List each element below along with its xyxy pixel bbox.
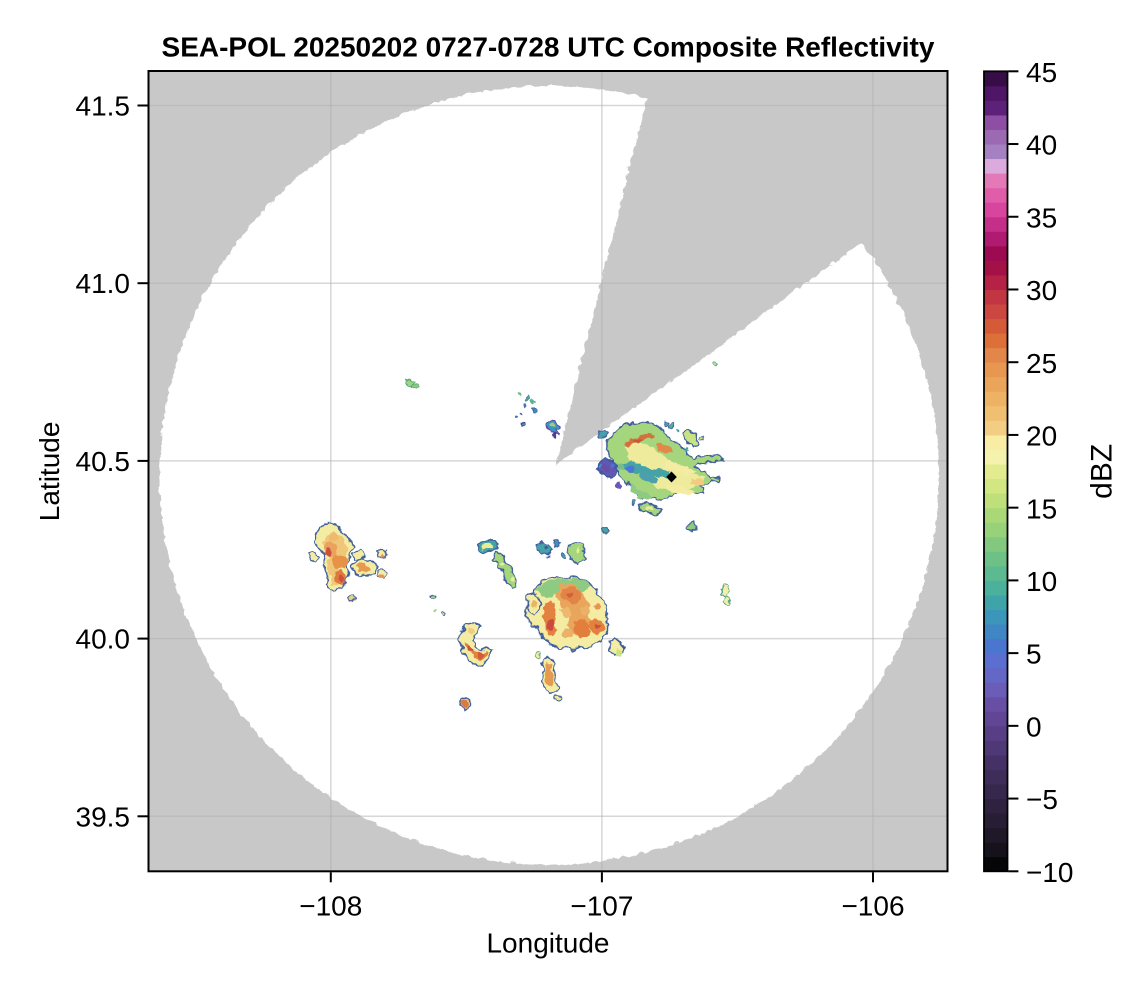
- svg-text:40.0: 40.0: [76, 624, 131, 655]
- svg-text:15: 15: [1026, 493, 1057, 524]
- svg-text:Latitude: Latitude: [34, 422, 65, 522]
- svg-text:25: 25: [1026, 348, 1057, 379]
- svg-text:dBZ: dBZ: [1086, 444, 1119, 499]
- svg-text:35: 35: [1026, 202, 1057, 233]
- svg-text:30: 30: [1026, 275, 1057, 306]
- svg-text:SEA-POL 20250202 0727-0728 UTC: SEA-POL 20250202 0727-0728 UTC Composite…: [162, 32, 935, 63]
- svg-text:20: 20: [1026, 421, 1057, 452]
- svg-text:−10: −10: [1026, 857, 1074, 888]
- svg-text:39.5: 39.5: [76, 801, 131, 832]
- svg-text:−107: −107: [570, 891, 633, 922]
- svg-text:0: 0: [1026, 711, 1042, 742]
- svg-text:41.5: 41.5: [76, 91, 131, 122]
- svg-text:45: 45: [1026, 57, 1057, 88]
- svg-text:Longitude: Longitude: [486, 928, 609, 959]
- svg-text:−108: −108: [299, 891, 362, 922]
- svg-text:40.5: 40.5: [76, 446, 131, 477]
- svg-text:−5: −5: [1026, 784, 1058, 815]
- svg-text:5: 5: [1026, 639, 1042, 670]
- svg-text:−106: −106: [841, 891, 904, 922]
- svg-text:40: 40: [1026, 130, 1057, 161]
- svg-text:10: 10: [1026, 566, 1057, 597]
- svg-text:41.0: 41.0: [76, 268, 131, 299]
